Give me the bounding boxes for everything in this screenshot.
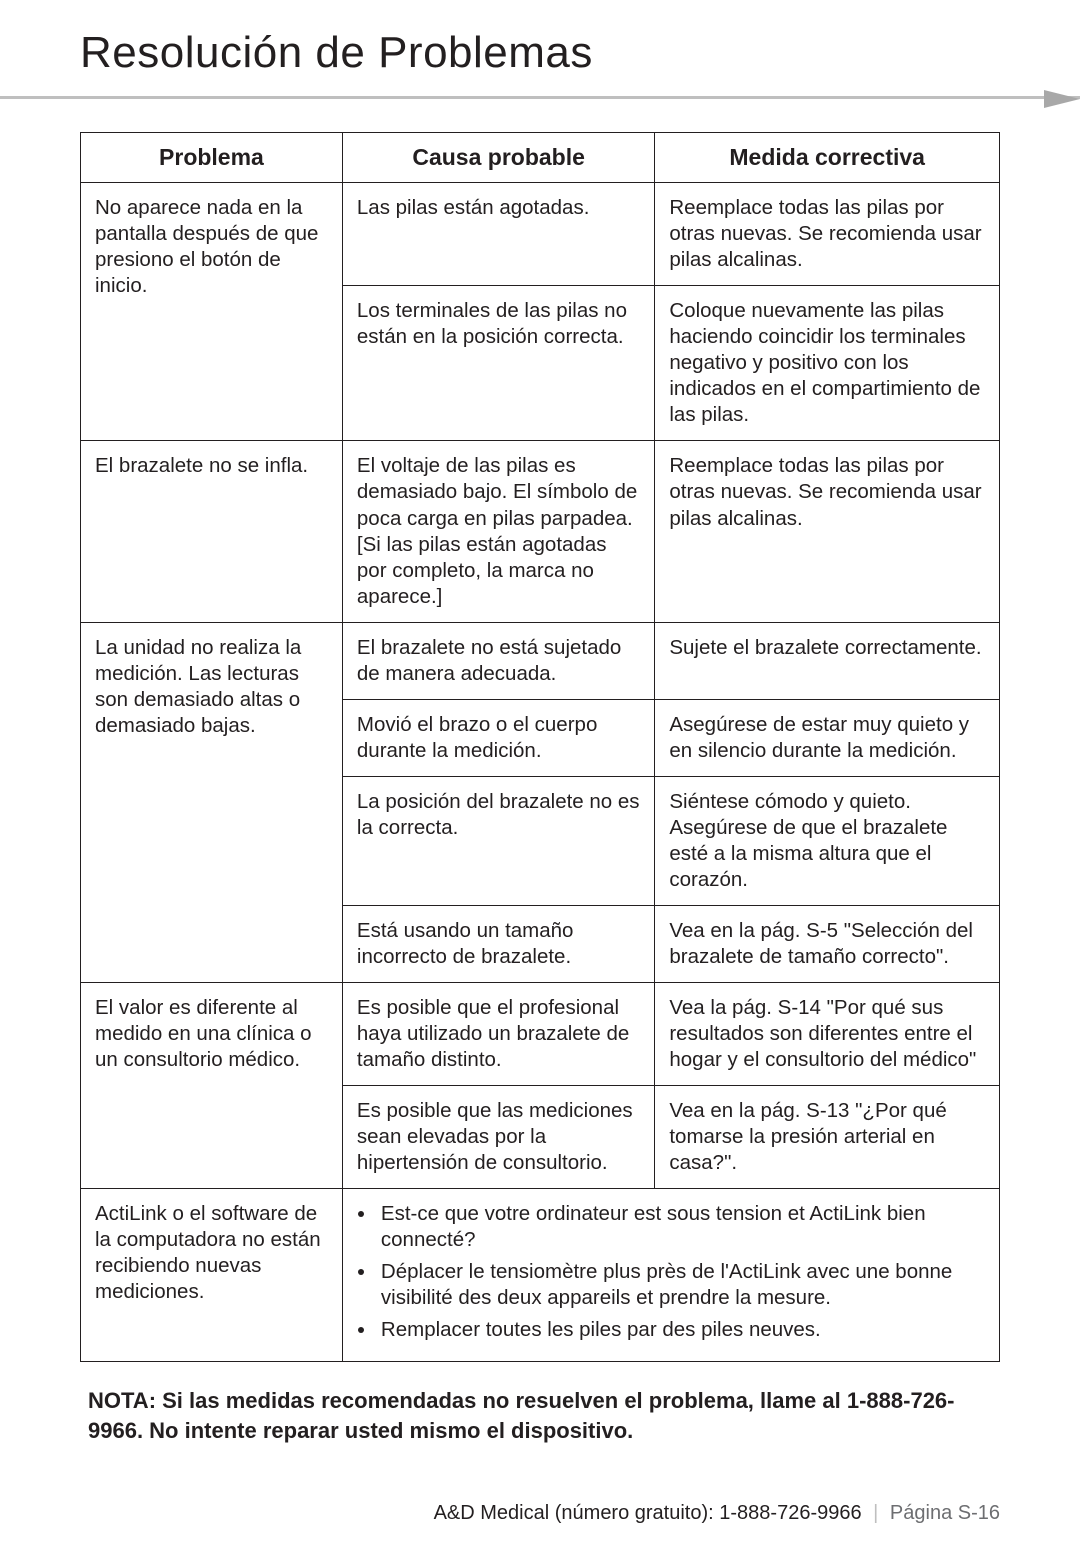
footer-divider: | bbox=[867, 1502, 884, 1524]
footer-contact: A&D Medical (número gratuito): 1-888-726… bbox=[434, 1502, 862, 1524]
cell-problem: ActiLink o el software de la computadora… bbox=[81, 1189, 343, 1362]
cell-action: Siéntese cómodo y quieto. Asegúrese de q… bbox=[655, 776, 1000, 905]
cell-cause: El brazalete no está sujetado de manera … bbox=[342, 622, 654, 699]
bullet-item: Déplacer le tensiomètre plus près de l'A… bbox=[377, 1259, 985, 1311]
cell-merged-bullets: Est-ce que votre ordinateur est sous ten… bbox=[342, 1189, 999, 1362]
bullet-item: Est-ce que votre ordinateur est sous ten… bbox=[377, 1201, 985, 1253]
cell-action: Reemplace todas las pilas por otras nuev… bbox=[655, 183, 1000, 286]
footer-page-label: Página S-16 bbox=[890, 1502, 1000, 1524]
table-row: ActiLink o el software de la computadora… bbox=[81, 1189, 1000, 1362]
cell-cause: Las pilas están agotadas. bbox=[342, 183, 654, 286]
title-rule bbox=[0, 92, 1080, 106]
cell-cause: Está usando un tamaño incorrecto de braz… bbox=[342, 905, 654, 982]
cell-cause: La posición del brazalete no es la corre… bbox=[342, 776, 654, 905]
troubleshooting-table: Problema Causa probable Medida correctiv… bbox=[80, 132, 1000, 1362]
cell-action: Sujete el brazalete correctamente. bbox=[655, 622, 1000, 699]
page: Resolución de Problemas Problema Causa p… bbox=[0, 0, 1080, 1561]
rule-line bbox=[0, 96, 1080, 99]
table-row: El valor es diferente al medido en una c… bbox=[81, 982, 1000, 1085]
col-header-problem: Problema bbox=[81, 133, 343, 183]
table-row: El brazalete no se infla. El voltaje de … bbox=[81, 441, 1000, 622]
cell-problem: No aparece nada en la pantalla después d… bbox=[81, 183, 343, 441]
table-row: No aparece nada en la pantalla después d… bbox=[81, 183, 1000, 286]
cell-cause: Es posible que el profesional haya utili… bbox=[342, 982, 654, 1085]
cell-action: Reemplace todas las pilas por otras nuev… bbox=[655, 441, 1000, 622]
bullet-list: Est-ce que votre ordinateur est sous ten… bbox=[357, 1201, 985, 1343]
cell-action: Asegúrese de estar muy quieto y en silen… bbox=[655, 699, 1000, 776]
cell-problem: La unidad no realiza la medición. Las le… bbox=[81, 622, 343, 982]
cell-cause: Los terminales de las pilas no están en … bbox=[342, 286, 654, 441]
cell-action: Vea la pág. S-14 "Por qué sus resultados… bbox=[655, 982, 1000, 1085]
table-row: La unidad no realiza la medición. Las le… bbox=[81, 622, 1000, 699]
chevron-icon bbox=[1044, 90, 1080, 108]
cell-action: Vea en la pág. S-13 "¿Por qué tomarse la… bbox=[655, 1086, 1000, 1189]
table-header-row: Problema Causa probable Medida correctiv… bbox=[81, 133, 1000, 183]
note-text: NOTA: Si las medidas recomendadas no res… bbox=[88, 1386, 992, 1445]
cell-problem: El valor es diferente al medido en una c… bbox=[81, 982, 343, 1188]
page-title: Resolución de Problemas bbox=[80, 28, 1000, 78]
bullet-item: Remplacer toutes les piles par des piles… bbox=[377, 1317, 985, 1343]
col-header-action: Medida correctiva bbox=[655, 133, 1000, 183]
col-header-cause: Causa probable bbox=[342, 133, 654, 183]
cell-cause: El voltaje de las pilas es demasiado baj… bbox=[342, 441, 654, 622]
cell-action: Vea en la pág. S-5 "Selección del brazal… bbox=[655, 905, 1000, 982]
cell-cause: Es posible que las mediciones sean eleva… bbox=[342, 1086, 654, 1189]
cell-action: Coloque nuevamente las pilas haciendo co… bbox=[655, 286, 1000, 441]
page-footer: A&D Medical (número gratuito): 1-888-726… bbox=[80, 1502, 1000, 1525]
cell-problem: El brazalete no se infla. bbox=[81, 441, 343, 622]
cell-cause: Movió el brazo o el cuerpo durante la me… bbox=[342, 699, 654, 776]
